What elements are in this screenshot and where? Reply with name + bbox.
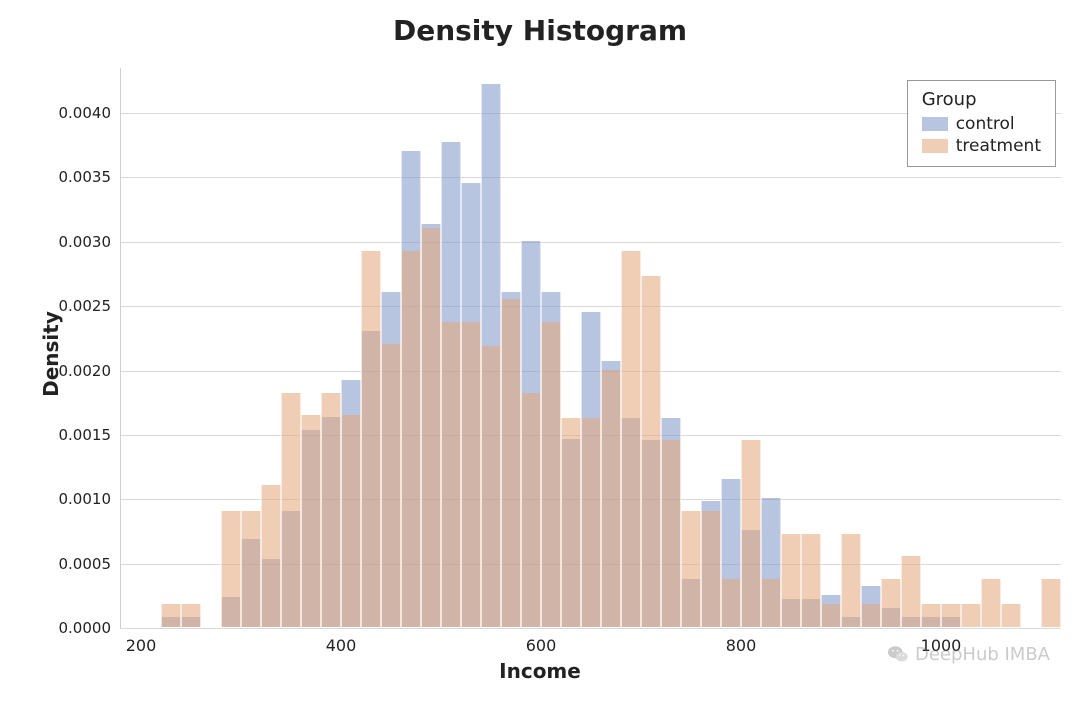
y-tick-label: 0.0030	[59, 233, 122, 251]
bar-treatment	[981, 579, 1001, 627]
bar-treatment	[421, 228, 441, 627]
bar-treatment	[501, 299, 521, 627]
bar-treatment	[341, 415, 361, 627]
legend-swatch-treatment	[922, 139, 948, 153]
grid-line	[121, 177, 1061, 178]
bar-treatment	[461, 322, 481, 627]
bar-treatment	[241, 511, 261, 627]
bar-treatment	[881, 579, 901, 627]
x-tick-label: 400	[326, 628, 357, 655]
grid-line	[121, 306, 1061, 307]
grid-line	[121, 242, 1061, 243]
bar-treatment	[561, 418, 581, 627]
bar-treatment	[721, 579, 741, 627]
bar-treatment	[841, 534, 861, 627]
bar-treatment	[641, 276, 661, 627]
bar-treatment	[381, 344, 401, 627]
bar-treatment	[521, 393, 541, 627]
bar-treatment	[161, 604, 181, 627]
bar-treatment	[401, 251, 421, 627]
bar-treatment	[761, 579, 781, 627]
bar-treatment	[181, 604, 201, 627]
bar-treatment	[901, 556, 921, 627]
bar-treatment	[621, 251, 641, 627]
chart-title: Density Histogram	[0, 14, 1080, 47]
y-tick-label: 0.0010	[59, 490, 122, 508]
y-tick-label: 0.0000	[59, 619, 122, 637]
x-tick-label: 1000	[921, 628, 962, 655]
x-tick-label: 800	[726, 628, 757, 655]
bar-treatment	[261, 485, 281, 627]
bar-treatment	[961, 604, 981, 627]
bar-treatment	[441, 322, 461, 627]
legend-title: Group	[922, 89, 1041, 110]
bar-treatment	[861, 604, 881, 627]
y-tick-label: 0.0040	[59, 104, 122, 122]
y-tick-label: 0.0015	[59, 426, 122, 444]
bar-treatment	[1041, 579, 1061, 627]
y-tick-label: 0.0005	[59, 555, 122, 573]
bar-treatment	[321, 393, 341, 627]
bar-treatment	[481, 346, 501, 627]
bar-treatment	[941, 604, 961, 627]
bar-treatment	[281, 393, 301, 627]
bar-treatment	[781, 534, 801, 627]
y-axis-label: Density	[39, 311, 63, 397]
legend-label-control: control	[956, 114, 1015, 134]
bar-treatment	[361, 251, 381, 627]
bar-treatment	[541, 322, 561, 627]
bar-treatment	[821, 604, 841, 627]
bar-treatment	[921, 604, 941, 627]
bar-treatment	[801, 534, 821, 627]
y-tick-label: 0.0025	[59, 297, 122, 315]
bar-treatment	[1001, 604, 1021, 627]
x-tick-label: 600	[526, 628, 557, 655]
bar-treatment	[681, 511, 701, 627]
legend-item-treatment: treatment	[922, 136, 1041, 156]
legend-label-treatment: treatment	[956, 136, 1041, 156]
bar-treatment	[601, 370, 621, 627]
y-tick-label: 0.0035	[59, 168, 122, 186]
bar-treatment	[581, 418, 601, 627]
legend-swatch-control	[922, 117, 948, 131]
figure: Density Histogram Density Income 0.0000 0…	[0, 0, 1080, 707]
y-tick-label: 0.0020	[59, 362, 122, 380]
x-tick-label: 200	[126, 628, 157, 655]
bar-treatment	[661, 440, 681, 627]
bar-treatment	[301, 415, 321, 627]
legend: Group control treatment	[907, 80, 1056, 167]
legend-item-control: control	[922, 114, 1041, 134]
x-axis-label: Income	[0, 659, 1080, 683]
bar-treatment	[741, 440, 761, 627]
bar-treatment	[221, 511, 241, 627]
bar-treatment	[701, 511, 721, 627]
